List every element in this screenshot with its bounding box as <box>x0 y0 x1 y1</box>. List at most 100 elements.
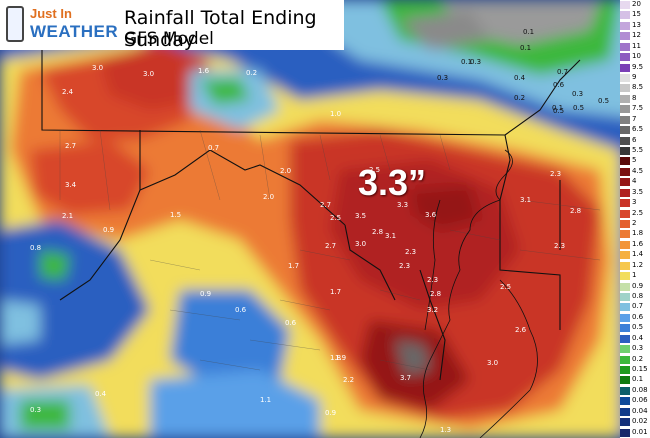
map-value-labels: 3.0 3.0 1.6 0.2 2.4 2.7 3.4 2.1 0.9 0.8 1.5 2.0 2.0 1… <box>30 28 609 434</box>
legend-label: 0.5 <box>632 323 644 332</box>
map-value-label: 2.5 <box>369 166 380 174</box>
map-title: Rainfall Total Ending Sunday <box>124 7 317 51</box>
map-value-label: 1.3 <box>440 426 451 434</box>
map-value-label: 0.7 <box>208 144 219 152</box>
map-value-label: 2.7 <box>325 242 336 250</box>
map-value-label: 0.3 <box>470 58 481 66</box>
legend-label: 0.08 <box>632 385 648 394</box>
map-value-label: 1.1 <box>260 396 271 404</box>
legend-swatch <box>620 188 630 197</box>
map-value-label: 1.9 <box>335 354 346 362</box>
map-value-label: 0.9 <box>200 290 211 298</box>
legend-label: 0.4 <box>632 333 644 342</box>
map-value-label: 2.8 <box>372 228 383 236</box>
state-borders <box>41 50 581 381</box>
legend-swatch <box>620 376 630 385</box>
map-value-label: 0.7 <box>557 68 568 76</box>
map-value-label: 2.3 <box>550 170 561 178</box>
legend-entry: 0.7 <box>620 302 650 312</box>
legend-entry: 0.9 <box>620 282 650 291</box>
legend-entry: 0.01 <box>620 427 650 437</box>
map-value-label: 3.3 <box>397 201 408 209</box>
legend-entry: 0.1 <box>620 375 650 385</box>
map-value-label: 1.7 <box>288 262 299 270</box>
map-value-label: 3.6 <box>425 211 437 219</box>
legend-swatch <box>620 272 630 281</box>
legend-label: 6 <box>632 135 637 144</box>
map-value-label: 2.3 <box>399 262 410 270</box>
map-value-label: 0.1 <box>520 44 531 52</box>
map-value-label: 1.6 <box>198 67 210 75</box>
legend-label: 8 <box>632 93 637 102</box>
legend-swatch <box>620 136 630 145</box>
map-value-label: 0.3 <box>572 90 583 98</box>
legend-entry: 13 <box>620 20 650 30</box>
legend-swatch <box>620 282 630 291</box>
map-value-label: 3.0 <box>143 70 154 78</box>
legend-label: 3.5 <box>632 187 644 196</box>
legend-label: 1.6 <box>632 239 644 248</box>
legend-swatch <box>620 199 630 208</box>
map-value-label: 2.3 <box>405 248 416 256</box>
headline-max-value: 3.3” <box>358 162 427 203</box>
legend-entry: 0.8 <box>620 292 650 301</box>
legend-swatch <box>620 355 630 364</box>
map-subtitle: GFS Model <box>124 29 214 49</box>
map-value-label: 0.5 <box>573 104 584 112</box>
map-value-label: 3.0 <box>355 240 366 248</box>
legend-label: 2.5 <box>632 208 644 217</box>
legend-label: 0.3 <box>632 344 644 353</box>
map-value-label: 0.3 <box>30 406 41 414</box>
legend-entry: 3 <box>620 198 650 208</box>
legend-entry: 5 <box>620 156 650 166</box>
legend-swatch <box>620 63 630 72</box>
legend-swatch <box>620 251 630 260</box>
legend-label: 3 <box>632 198 637 207</box>
logo-text-top: Just In <box>30 6 72 21</box>
legend-entry: 1 <box>620 271 650 281</box>
legend-label: 20 <box>632 0 641 8</box>
map-value-label: 0.4 <box>95 390 107 398</box>
legend-entry: 10 <box>620 52 650 62</box>
legend-swatch <box>620 209 630 218</box>
legend-label: 13 <box>632 20 641 29</box>
legend-entry: 2 <box>620 219 650 228</box>
legend-entry: 2.5 <box>620 208 650 218</box>
legend-entry: 0.6 <box>620 312 650 322</box>
legend-swatch <box>620 324 630 333</box>
legend-label: 0.1 <box>632 375 644 384</box>
legend-swatch <box>620 178 630 187</box>
legend-swatch <box>620 345 630 354</box>
legend-swatch <box>620 32 630 41</box>
legend-swatch <box>620 94 630 103</box>
legend-label: 0.01 <box>632 427 648 436</box>
legend-label: 0.8 <box>632 292 644 300</box>
legend-swatch <box>620 1 630 9</box>
legend-entry: 9.5 <box>620 63 650 72</box>
map-value-label: 3.7 <box>400 374 411 382</box>
legend-label: 0.6 <box>632 312 644 321</box>
legend-label: 5.5 <box>632 146 644 154</box>
legend-entry: 1.4 <box>620 250 650 260</box>
legend-swatch <box>620 240 630 249</box>
map-value-label: 0.6 <box>553 81 565 89</box>
legend-entry: 0.02 <box>620 417 650 427</box>
legend-label: 6.5 <box>632 125 644 134</box>
legend-entry: 1.8 <box>620 229 650 239</box>
legend-label: 0.02 <box>632 417 648 426</box>
legend-label: 2 <box>632 219 637 227</box>
map-value-label: 3.4 <box>65 181 77 189</box>
legend-entry: 9 <box>620 73 650 82</box>
legend-label: 1 <box>632 271 637 280</box>
legend-entry: 0.5 <box>620 323 650 333</box>
legend-swatch <box>620 53 630 62</box>
legend-swatch <box>620 147 630 155</box>
legend-entry: 20 <box>620 0 650 9</box>
legend-swatch <box>620 42 630 51</box>
legend-swatch <box>620 334 630 343</box>
map-value-label: 3.1 <box>385 232 396 240</box>
legend-entry: 6.5 <box>620 125 650 135</box>
logo-text-bottom: WEATHER <box>30 22 119 41</box>
map-value-label: 1.8 <box>330 354 341 362</box>
